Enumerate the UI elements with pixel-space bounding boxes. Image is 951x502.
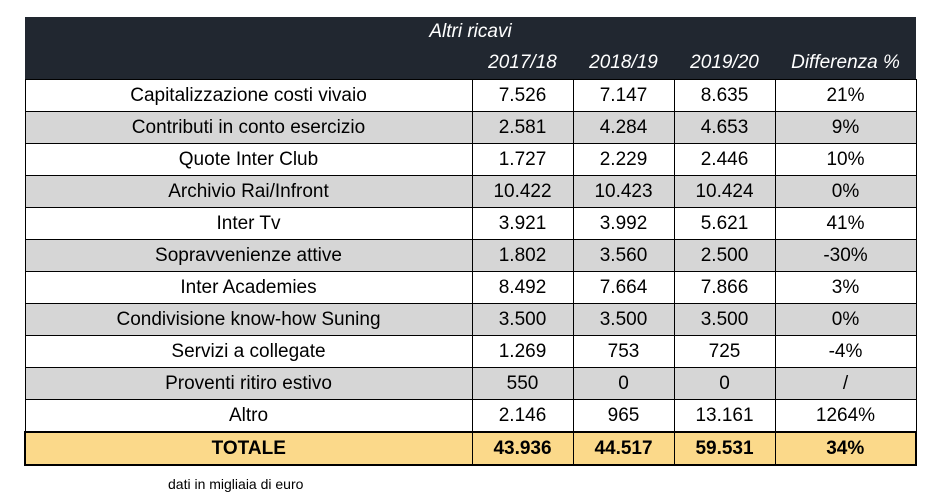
value-cell: / bbox=[774, 367, 917, 400]
header-cell: 2019/20 bbox=[674, 47, 775, 80]
table-title-row: Altri ricavi bbox=[25, 17, 916, 47]
value-cell: -30% bbox=[774, 239, 917, 272]
table-row: Contributi in conto esercizio 2.581 4.284 4… bbox=[24, 111, 917, 144]
header-cell bbox=[25, 47, 472, 80]
total-cell: 44.517 bbox=[572, 431, 675, 466]
value-cell: 3.992 bbox=[572, 207, 675, 240]
header-row: 2017/18 2018/19 2019/20 Differenza % bbox=[25, 47, 916, 80]
row-label: Condivisione know-how Suning bbox=[24, 303, 473, 336]
table-row: Archivio Rai/Infront 10.422 10.423 10.424 0% bbox=[24, 175, 917, 208]
table-row: Inter Academies 8.492 7.664 7.866 3% bbox=[24, 271, 917, 304]
value-cell: 753 bbox=[572, 335, 675, 368]
table-row: Quote Inter Club 1.727 2.229 2.446 10% bbox=[24, 143, 917, 176]
row-label: Servizi a collegate bbox=[24, 335, 473, 368]
value-cell: 7.866 bbox=[673, 271, 776, 304]
value-cell: 2.581 bbox=[471, 111, 574, 144]
value-cell: 9% bbox=[774, 111, 917, 144]
value-cell: 0 bbox=[673, 367, 776, 400]
value-cell: 10.424 bbox=[673, 175, 776, 208]
total-row: TOTALE 43.936 44.517 59.531 34% bbox=[24, 431, 917, 466]
table-row: Sopravvenienze attive 1.802 3.560 2.500 -30% bbox=[24, 239, 917, 272]
value-cell: 8.492 bbox=[471, 271, 574, 304]
value-cell: 2.446 bbox=[673, 143, 776, 176]
value-cell: 3.500 bbox=[673, 303, 776, 336]
table-row: Servizi a collegate 1.269 753 725 -4% bbox=[24, 335, 917, 368]
row-label: Capitalizzazione costi vivaio bbox=[24, 79, 473, 112]
row-label: Archivio Rai/Infront bbox=[24, 175, 473, 208]
value-cell: -4% bbox=[774, 335, 917, 368]
value-cell: 3.921 bbox=[471, 207, 574, 240]
value-cell: 965 bbox=[572, 399, 675, 433]
table-title: Altri ricavi bbox=[25, 17, 916, 47]
value-cell: 3.500 bbox=[471, 303, 574, 336]
value-cell: 3.560 bbox=[572, 239, 675, 272]
value-cell: 3.500 bbox=[572, 303, 675, 336]
value-cell: 21% bbox=[774, 79, 917, 112]
value-cell: 7.147 bbox=[572, 79, 675, 112]
total-cell: 43.936 bbox=[471, 431, 574, 466]
table-row: Inter Tv 3.921 3.992 5.621 41% bbox=[24, 207, 917, 240]
table-row: Altro 2.146 965 13.161 1264% bbox=[24, 399, 917, 433]
value-cell: 5.621 bbox=[673, 207, 776, 240]
value-cell: 4.653 bbox=[673, 111, 776, 144]
value-cell: 1264% bbox=[774, 399, 917, 433]
value-cell: 2.229 bbox=[572, 143, 675, 176]
value-cell: 1.802 bbox=[471, 239, 574, 272]
value-cell: 7.664 bbox=[572, 271, 675, 304]
row-label: Altro bbox=[24, 399, 473, 433]
value-cell: 41% bbox=[774, 207, 917, 240]
table-row: Capitalizzazione costi vivaio 7.526 7.147 8… bbox=[24, 79, 917, 112]
header-cell: Differenza % bbox=[775, 47, 916, 80]
table-row: Condivisione know-how Suning 3.500 3.500 3.… bbox=[24, 303, 917, 336]
value-cell: 4.284 bbox=[572, 111, 675, 144]
total-cell: 34% bbox=[774, 431, 917, 466]
table-row: Proventi ritiro estivo 550 0 0/ bbox=[24, 367, 917, 400]
value-cell: 0% bbox=[774, 303, 917, 336]
total-label: TOTALE bbox=[24, 431, 473, 466]
value-cell: 10.422 bbox=[471, 175, 574, 208]
row-label: Inter Academies bbox=[24, 271, 473, 304]
value-cell: 550 bbox=[471, 367, 574, 400]
value-cell: 10% bbox=[774, 143, 917, 176]
value-cell: 2.500 bbox=[673, 239, 776, 272]
value-cell: 1.727 bbox=[471, 143, 574, 176]
value-cell: 7.526 bbox=[471, 79, 574, 112]
row-label: Proventi ritiro estivo bbox=[24, 367, 473, 400]
total-cell: 59.531 bbox=[673, 431, 776, 466]
row-label: Sopravvenienze attive bbox=[24, 239, 473, 272]
row-label: Quote Inter Club bbox=[24, 143, 473, 176]
value-cell: 8.635 bbox=[673, 79, 776, 112]
value-cell: 10.423 bbox=[572, 175, 675, 208]
value-cell: 3% bbox=[774, 271, 917, 304]
header-cell: 2017/18 bbox=[472, 47, 573, 80]
altri-ricavi-table: Altri ricavi 2017/18 2018/19 2019/20 Dif… bbox=[24, 17, 917, 466]
value-cell: 1.269 bbox=[471, 335, 574, 368]
value-cell: 2.146 bbox=[471, 399, 574, 433]
value-cell: 13.161 bbox=[673, 399, 776, 433]
value-cell: 0 bbox=[572, 367, 675, 400]
row-label: Contributi in conto esercizio bbox=[24, 111, 473, 144]
value-cell: 0% bbox=[774, 175, 917, 208]
value-cell: 725 bbox=[673, 335, 776, 368]
row-label: Inter Tv bbox=[24, 207, 473, 240]
footnote: dati in migliaia di euro bbox=[168, 476, 304, 492]
header-cell: 2018/19 bbox=[573, 47, 674, 80]
